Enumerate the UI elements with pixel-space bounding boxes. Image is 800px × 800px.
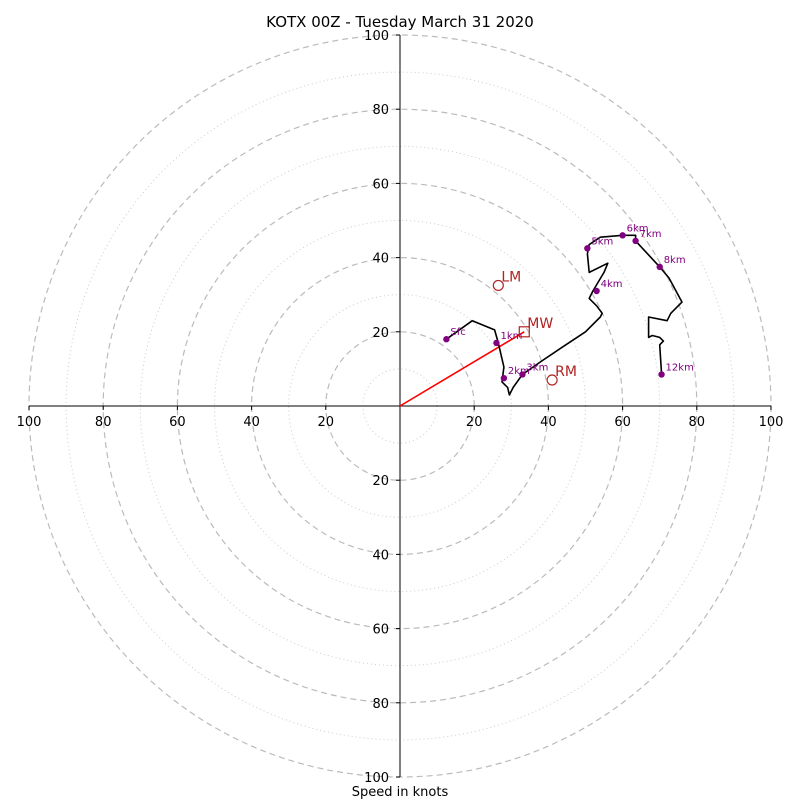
storm-motion-markers: LM MW RM [492,269,577,386]
height-marker-dot [443,336,450,343]
height-marker-dot [656,263,663,271]
height-marker-label: 4km [601,279,623,290]
storm-motion-label: MW [527,316,553,332]
x-tick-label: 20 [318,415,335,430]
x-tick-label: 20 [466,415,483,430]
y-tick-label: 80 [372,103,389,118]
x-tick-label: 80 [689,415,706,430]
y-tick-label: 40 [372,548,389,563]
height-marker-dot [593,287,600,295]
mean-wind-vector-layer [399,331,525,407]
height-marker-label: 1km [500,331,522,342]
y-tick-label: 20 [372,474,389,489]
height-marker-label: 5km [591,236,613,247]
y-tick-label: 60 [372,623,389,638]
x-tick-label: 40 [243,415,260,430]
mean-wind-vector [399,331,525,407]
x-axis-label: Speed in knots [352,785,449,800]
hodograph-trace-layer [445,234,683,396]
storm-motion-circle [492,279,504,292]
y-tick-label: 20 [372,326,389,341]
height-marker-label: 2km [508,366,530,377]
x-tick-label: 100 [759,415,784,430]
storm-motion-square [518,326,530,338]
height-marker-label: 6km [627,223,649,234]
height-marker-dot [584,245,591,252]
y-tick-label: 40 [372,252,389,267]
x-tick-label: 100 [17,415,42,430]
storm-motion-label: LM [501,269,521,285]
y-tick-label: 100 [364,29,389,44]
height-marker-dot [519,371,526,378]
chart-title: KOTX 00Z - Tuesday March 31 2020 [266,13,534,31]
y-tick-label: 60 [372,177,389,192]
storm-motion-label: RM [555,364,577,380]
x-tick-label: 40 [540,415,557,430]
height-marker-label: 8km [664,255,686,266]
height-marker-label: 7km [640,229,662,240]
storm-motion-circle [546,374,558,386]
height-marker-dot [500,374,508,382]
axis-ticks: 100 80 60 40 20 20 40 60 80 100 100 80 60 40 20 20 40 60 8… [17,29,784,786]
height-marker-dot [619,232,626,239]
height-marker-label: 3km [526,362,548,373]
height-marker-dot [658,371,665,378]
x-tick-label: 60 [169,415,186,430]
height-marker-label: 12km [666,362,694,373]
y-tick-label: 100 [364,771,389,786]
height-marker-label: Sfc [450,327,465,338]
hodograph-trace [445,234,683,396]
height-marker-dot [632,237,639,245]
y-tick-label: 80 [372,697,389,712]
height-marker-dot [493,339,500,347]
x-tick-label: 60 [614,415,631,430]
x-tick-label: 80 [95,415,112,430]
